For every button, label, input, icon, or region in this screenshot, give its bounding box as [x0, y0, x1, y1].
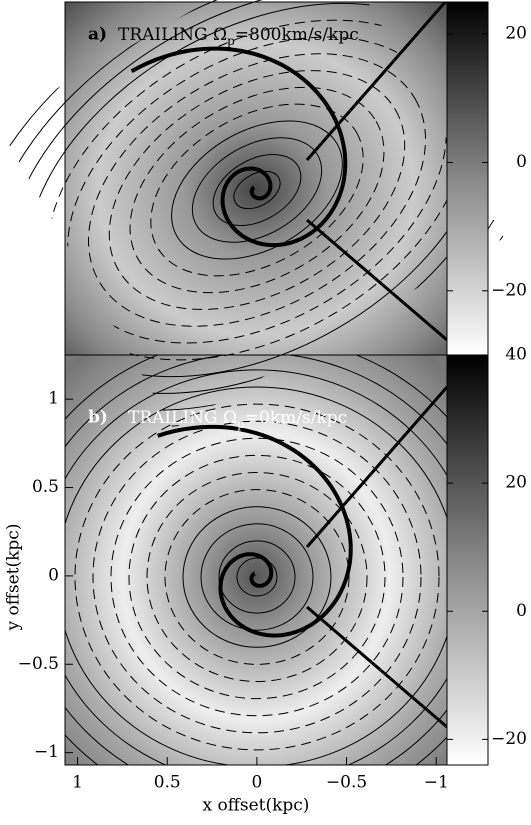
panel-label: a): [88, 25, 107, 45]
panel-a-map: [65, 2, 447, 355]
title-sub: p: [237, 417, 245, 431]
panel-b-map: [65, 355, 447, 765]
y-tick-label: 0.5: [32, 477, 59, 497]
title-main: TRAILING Ω: [128, 408, 237, 428]
colorbar-tick-label: 20: [505, 473, 527, 493]
colorbar-tick-label: 0: [516, 152, 527, 172]
contour: [129, 86, 385, 294]
contour: [150, 103, 364, 277]
contour: [164, 489, 350, 665]
contour: [200, 523, 314, 631]
ray: [305, 2, 447, 161]
x-tick-label: 0: [251, 773, 262, 793]
y-tick-label: 0: [48, 565, 59, 585]
title-rest: =800km/s/kpc: [235, 25, 359, 45]
colorbar-tick-label: −20: [491, 729, 527, 749]
spiral-arm: [157, 424, 353, 638]
spiral-arm: [130, 46, 348, 248]
colorbar-tick-label: 40: [505, 345, 527, 365]
panel-label: b): [88, 408, 108, 428]
ray: [306, 218, 447, 342]
x-axis-label: x offset(kpc): [203, 796, 310, 816]
contour: [65, 369, 447, 765]
contour: [65, 386, 447, 765]
contour: [171, 120, 343, 260]
contour: [74, 403, 440, 751]
y-axis-label: y offset(kpc): [4, 524, 24, 632]
contour: [182, 506, 332, 648]
x-tick-label: −1: [424, 773, 449, 793]
contour: [233, 170, 281, 210]
contour: [236, 557, 278, 597]
contour: [92, 420, 422, 734]
colorbar-tick-label: 0: [516, 601, 527, 621]
y-tick-label: −1: [34, 742, 59, 762]
y-tick-label: −0.5: [18, 654, 59, 674]
contour: [218, 540, 296, 614]
colorbar-b: [446, 354, 489, 766]
x-tick-label: 0.5: [154, 773, 181, 793]
title-main: TRAILING Ω: [118, 25, 227, 45]
contour: [146, 472, 368, 682]
contour: [110, 437, 404, 717]
ray: [306, 605, 447, 729]
colorbar-tick-label: −20: [491, 280, 527, 300]
x-tick-label: 1: [72, 773, 83, 793]
y-tick-label: 1: [48, 389, 59, 409]
contour: [108, 70, 406, 310]
panel-title: TRAILING Ωp=0km/s/kpc: [128, 408, 347, 431]
contour: [212, 154, 302, 226]
title-rest: =0km/s/kpc: [245, 408, 347, 428]
contour: [128, 454, 386, 700]
colorbar-tick-label: 20: [505, 24, 527, 44]
x-tick-label: −0.5: [326, 773, 367, 793]
ray: [305, 386, 447, 548]
contour: [191, 137, 323, 243]
colorbar-a: [446, 1, 489, 356]
title-sub: p: [227, 34, 235, 48]
panel-title: TRAILING Ωp=800km/s/kpc: [118, 25, 359, 48]
contour: [88, 53, 426, 327]
